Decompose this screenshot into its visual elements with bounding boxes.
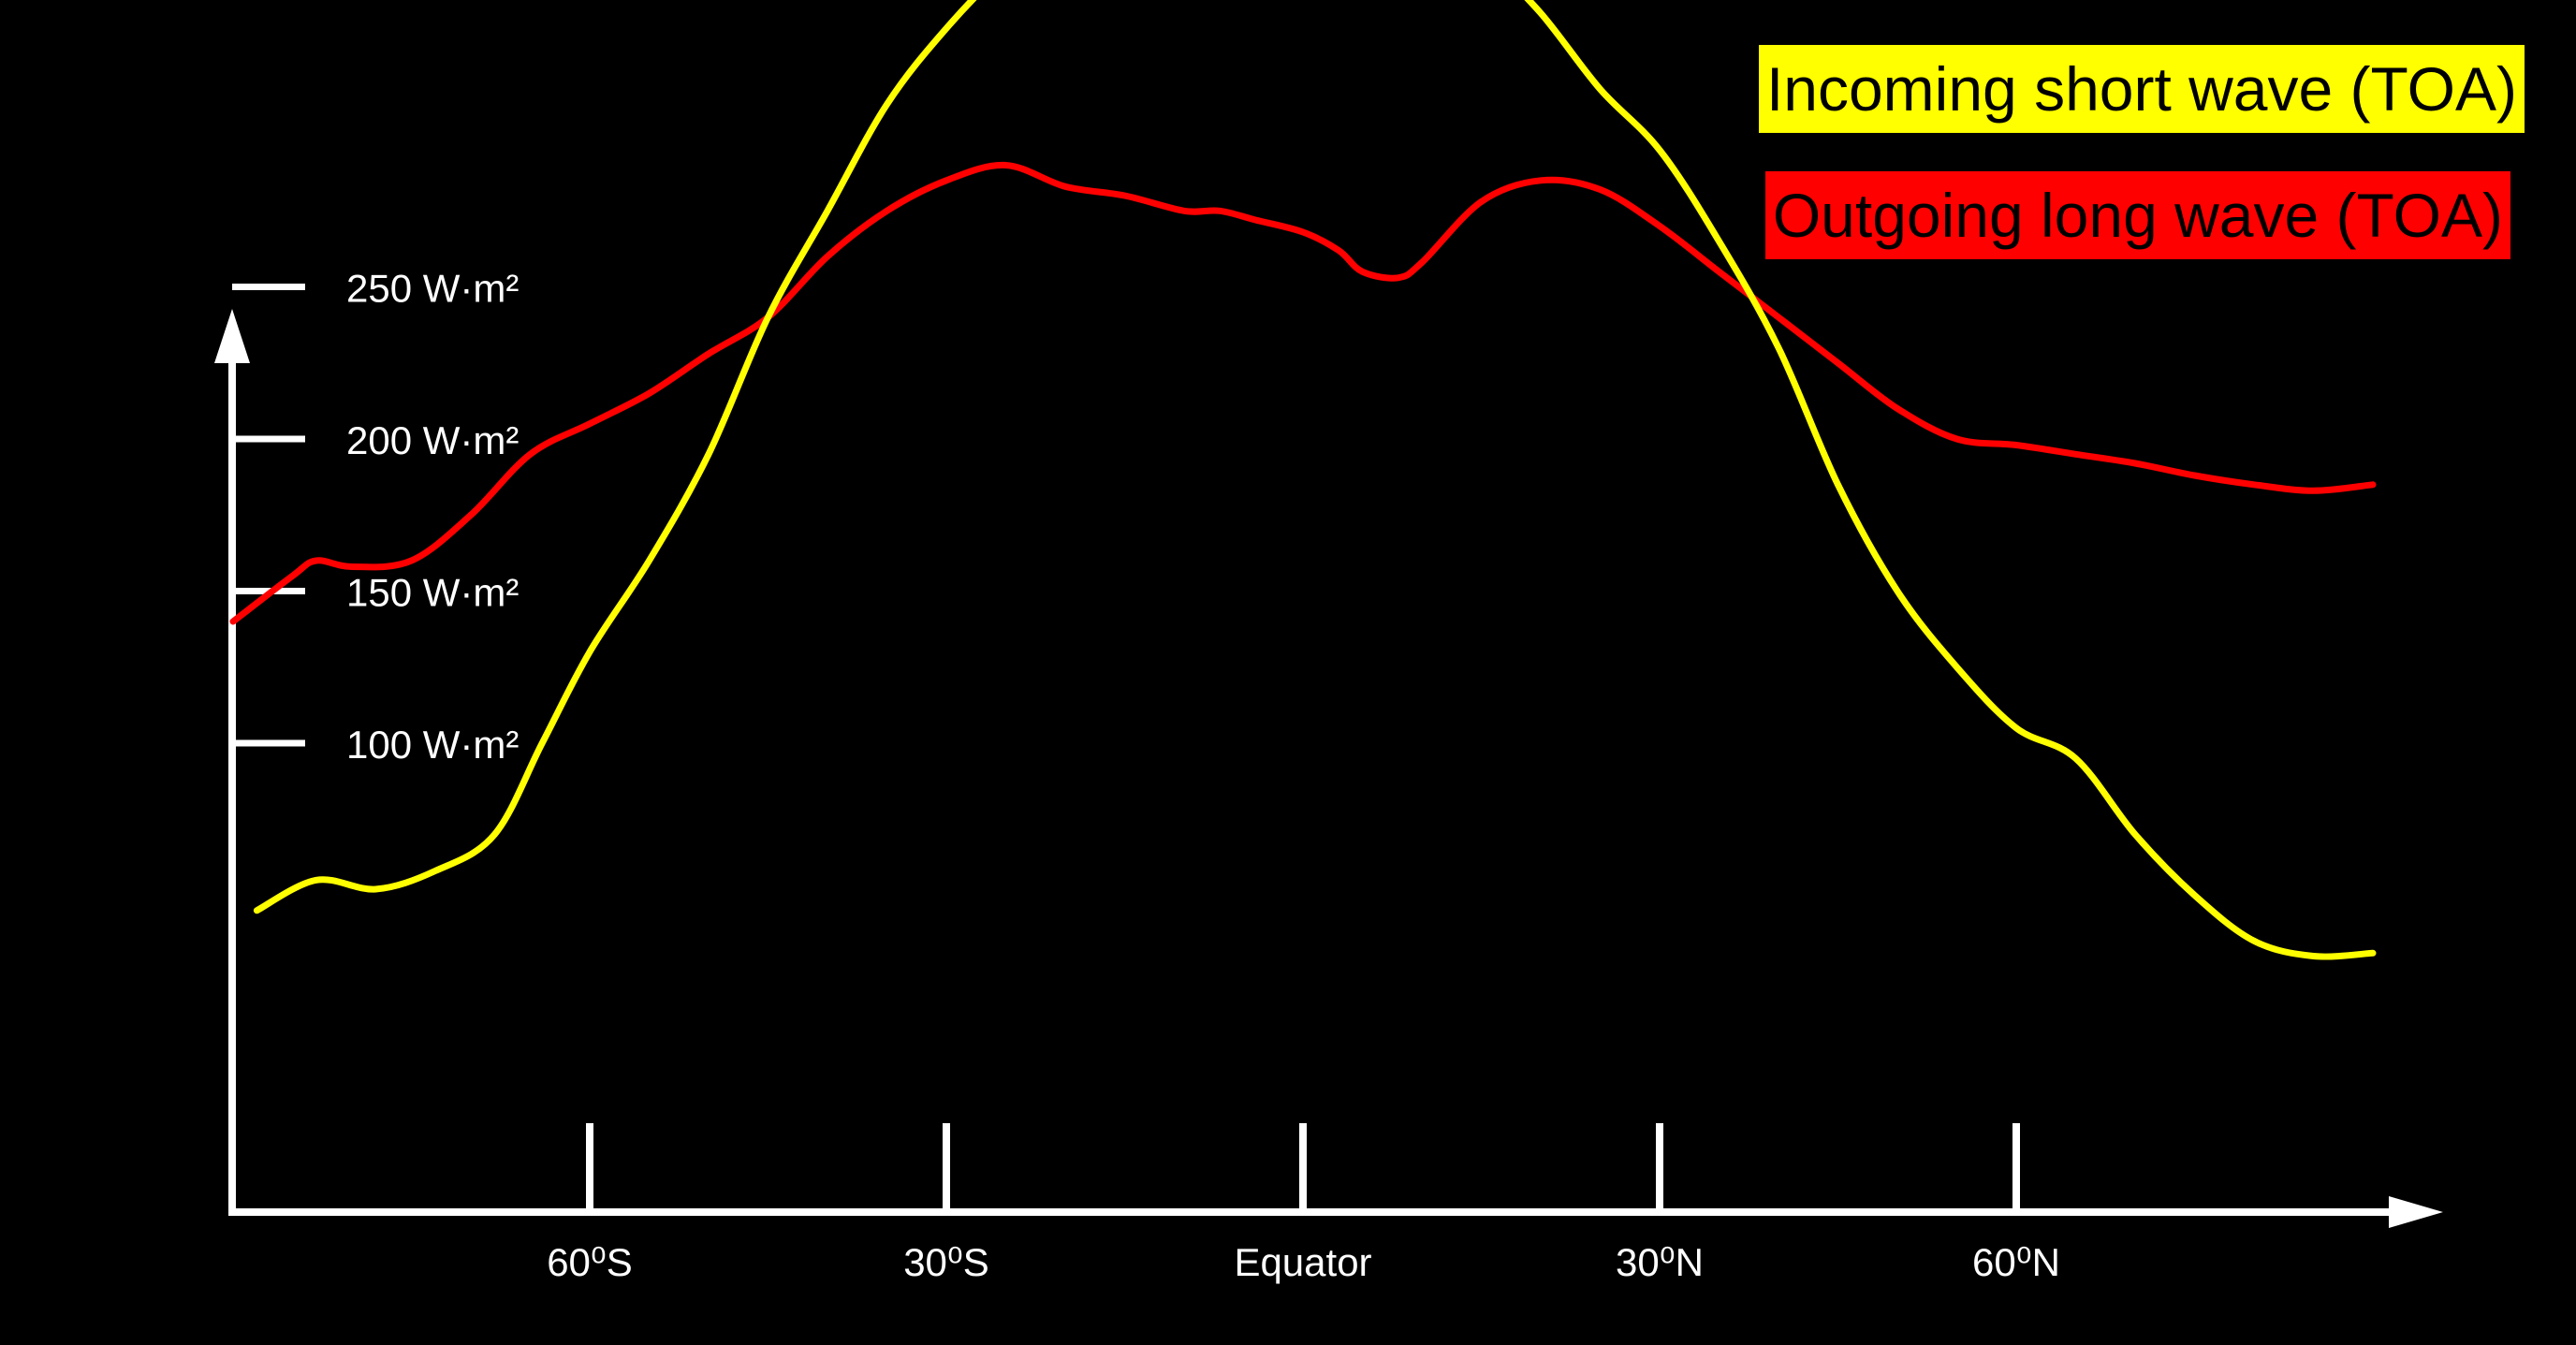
longwave-line — [229, 161, 2377, 625]
x-tick-label: 60⁰S — [547, 1240, 633, 1284]
x-tick-label: Equator — [1234, 1240, 1371, 1284]
x-tick-label: 30⁰S — [903, 1240, 989, 1284]
x-tick-label: 60⁰N — [1972, 1240, 2060, 1284]
y-tick-label: 250 W·m² — [346, 267, 519, 311]
y-tick-label: 150 W·m² — [346, 571, 519, 615]
y-axis-arrow-icon — [214, 309, 250, 363]
legend-shortwave: Incoming short wave (TOA) — [1758, 45, 2525, 133]
x-axis-arrow-icon — [2389, 1196, 2443, 1228]
series — [229, 0, 2377, 960]
shortwave-line — [253, 0, 2377, 960]
axes — [214, 309, 2443, 1228]
legend-longwave: Outgoing long wave (TOA) — [1764, 171, 2510, 259]
tick-labels: 60⁰S 30⁰S Equator 30⁰N 60⁰N 100 W·m² 150 W·m² 2… — [346, 267, 2060, 1285]
x-tick-label: 30⁰N — [1616, 1240, 1704, 1284]
y-tick-label: 200 W·m² — [346, 418, 519, 462]
y-tick-label: 100 W·m² — [346, 723, 519, 767]
